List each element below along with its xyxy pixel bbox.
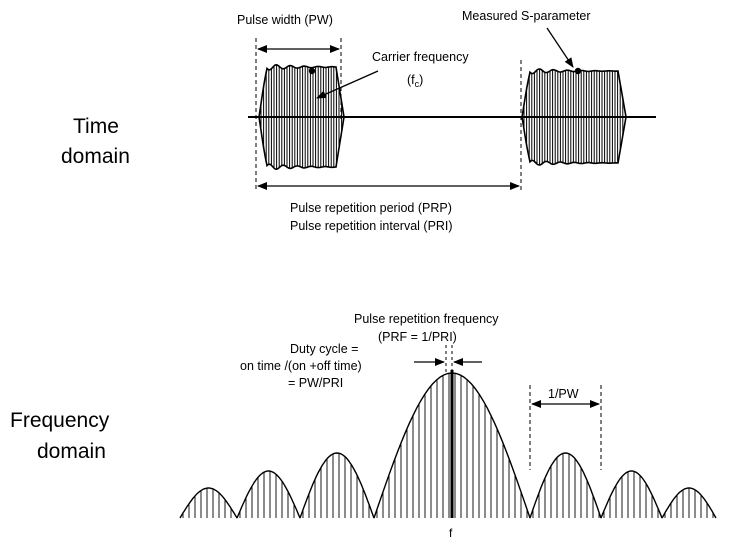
pulse-width-label: Pulse width (PW) (237, 13, 333, 27)
pulse-2 (519, 68, 629, 166)
time-domain-label-2: domain (61, 145, 130, 168)
carrier-frequency-symbol: (fc) (407, 73, 423, 89)
pri-label: Pulse repetition interval (PRI) (290, 219, 453, 233)
carrier-frequency-label: Carrier frequency (372, 50, 469, 64)
carrier-frequency-arrow (316, 70, 379, 99)
time-domain-label-1: Time (73, 115, 119, 138)
prp-label: Pulse repetition period (PRP) (290, 201, 452, 215)
pulse-1 (256, 63, 347, 171)
inverse-pw-label: 1/PW (548, 387, 579, 401)
pulse-2-envelope (519, 68, 629, 166)
duty-cycle-line-3: = PW/PRI (288, 376, 343, 390)
measured-sparameter-label: Measured S-parameter (462, 9, 591, 23)
prf-label-line-1: Pulse repetition frequency (354, 312, 499, 326)
frequency-domain-label-2: domain (37, 440, 106, 463)
measured-point-dot (574, 67, 582, 75)
prf-label-line-2: (PRF = 1/PRI) (378, 330, 457, 344)
center-frequency-axis-label: f (449, 526, 453, 537)
spectral-lines (182, 373, 714, 518)
duty-cycle-line-2: on time /(on +off time) (240, 359, 362, 373)
measured-sparameter-arrow (546, 27, 574, 68)
pulse-1-envelope (256, 63, 347, 171)
frequency-domain-label-1: Frequency (10, 409, 110, 432)
duty-cycle-line-1: Duty cycle = (290, 342, 358, 356)
pulse-1-marker-dot (308, 67, 316, 75)
sinc-envelope (179, 372, 717, 519)
